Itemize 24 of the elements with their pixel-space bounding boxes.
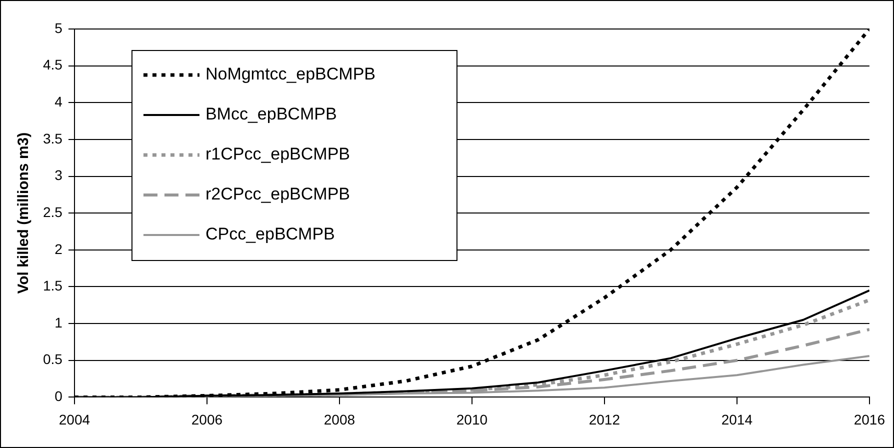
y-tick-label: 5 <box>54 20 63 36</box>
x-tick-label: 2008 <box>324 411 356 428</box>
y-tick-label: 4 <box>54 94 63 110</box>
y-tick-label: 0 <box>54 388 63 404</box>
y-tick-label: 2.5 <box>42 204 63 220</box>
y-tick-label: 1 <box>54 314 63 330</box>
x-tick-label: 2012 <box>588 411 620 428</box>
y-tick-label: 3.5 <box>42 130 63 146</box>
y-axis-title: Vol killed (millions m3) <box>15 132 32 294</box>
y-tick-label: 3 <box>54 167 63 184</box>
legend-label: r1CPcc_epBCMPB <box>205 144 350 164</box>
legend-label: r2CPcc_epBCMPB <box>205 184 350 204</box>
x-tick-label: 2004 <box>58 411 90 428</box>
x-tick-label: 2006 <box>191 411 223 428</box>
y-tick-label: 0.5 <box>42 351 63 368</box>
x-tick-label: 2016 <box>854 411 886 428</box>
legend-label: BMcc_epBCMPB <box>205 104 337 124</box>
legend-label: NoMgmtcc_epBCMPB <box>205 64 376 84</box>
y-tick-label: 2 <box>54 240 63 257</box>
y-tick-label: 1.5 <box>42 278 63 294</box>
legend-label: CPcc_epBCMPB <box>205 224 335 244</box>
x-tick-label: 2010 <box>456 411 488 428</box>
y-tick-label: 4.5 <box>42 56 63 73</box>
x-tick-label: 2014 <box>721 411 753 428</box>
